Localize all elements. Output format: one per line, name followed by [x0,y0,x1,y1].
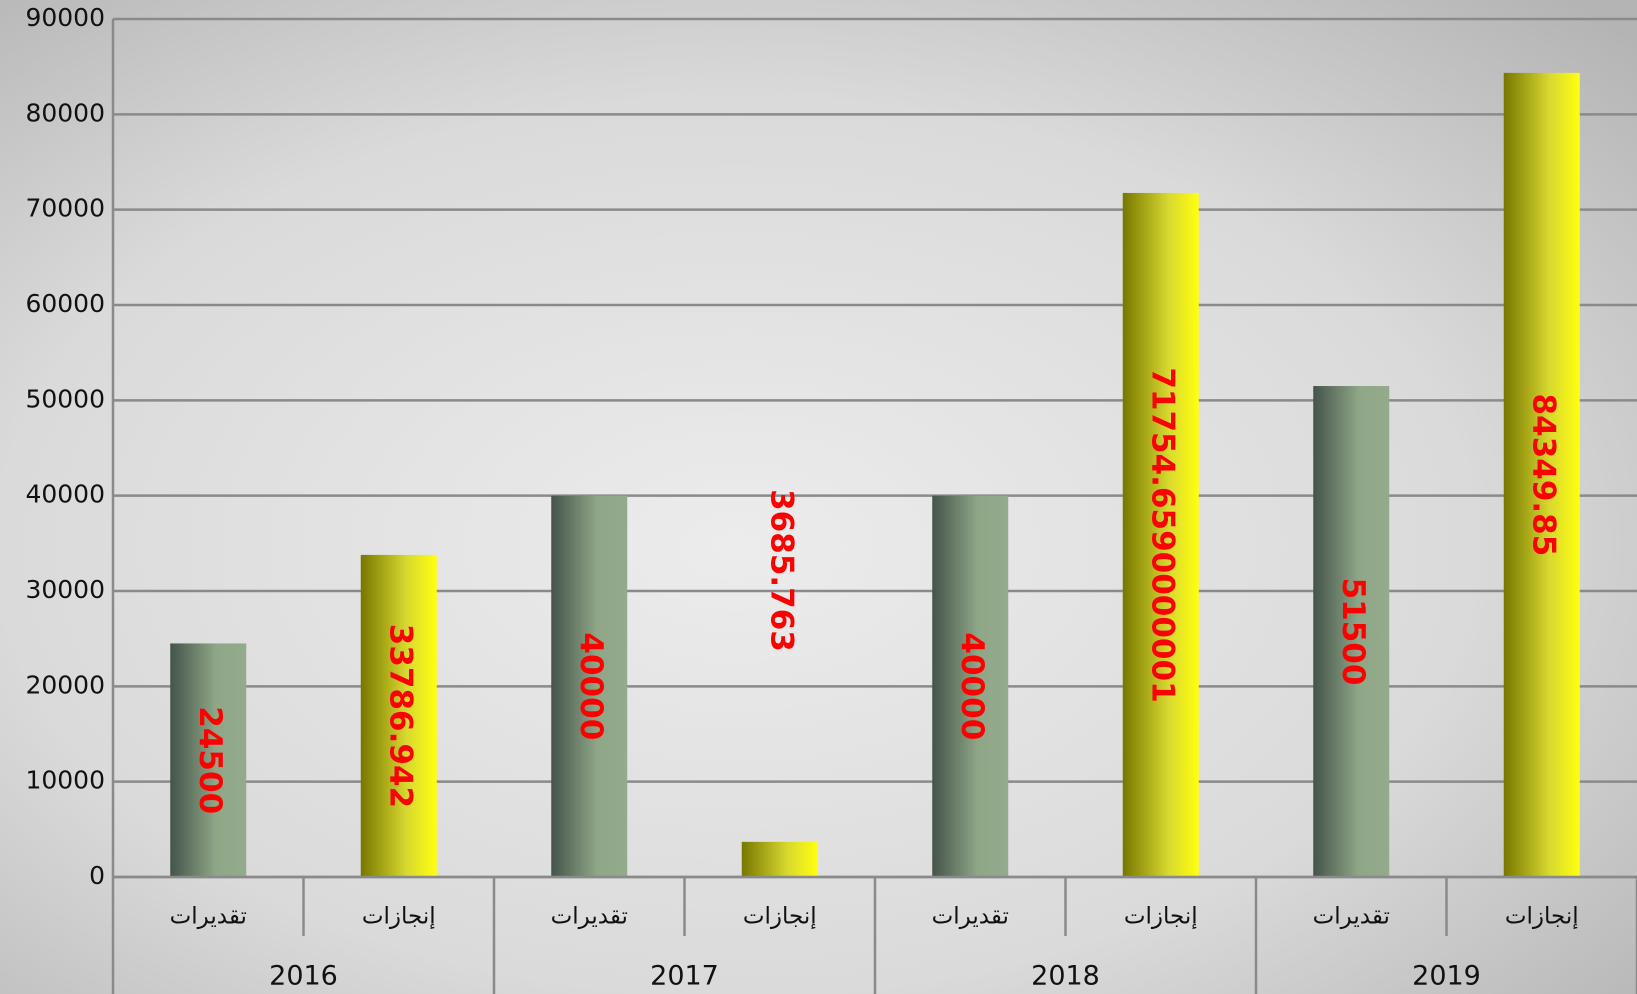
x-group-label: 2019 [1412,961,1481,992]
bar [170,643,247,877]
x-tick-label: إنجازات [1505,904,1579,930]
x-tick-label: إنجازات [362,904,436,930]
y-tick-label: 0 [89,861,105,890]
value-label: 40000 [954,632,990,740]
bar [932,495,1009,877]
value-label: 40000 [573,632,609,740]
value-label: 51500 [1335,578,1371,686]
bar [1313,386,1390,877]
y-tick-label: 80000 [25,98,105,127]
y-tick-label: 70000 [25,194,105,223]
x-group-label: 2018 [1031,961,1100,992]
x-tick-label: تقديرات [1313,904,1390,930]
y-tick-label: 50000 [25,384,105,413]
x-tick-label: إنجازات [1124,904,1198,930]
x-tick-label: تقديرات [932,904,1009,930]
y-tick-label: 10000 [25,766,105,795]
x-tick-label: تقديرات [551,904,628,930]
x-tick-label: تقديرات [170,904,247,930]
bar [1122,192,1199,878]
y-tick-label: 30000 [25,575,105,604]
bar [1503,72,1580,878]
x-tick-label: إنجازات [743,904,817,930]
value-label: 84349.85 [1525,394,1561,557]
bar [741,841,818,877]
y-tick-label: 20000 [25,670,105,699]
x-group-label: 2017 [650,961,719,992]
y-tick-label: 40000 [25,480,105,509]
x-group-label: 2016 [269,961,338,992]
value-label: 24500 [192,706,228,814]
bar [551,495,628,877]
value-label: 3685.763 [763,489,799,652]
value-label: 71754.6590000001 [1144,367,1180,702]
value-label: 33786.942 [382,624,418,808]
bar [360,554,437,877]
y-tick-label: 90000 [25,3,105,32]
y-tick-label: 60000 [25,289,105,318]
